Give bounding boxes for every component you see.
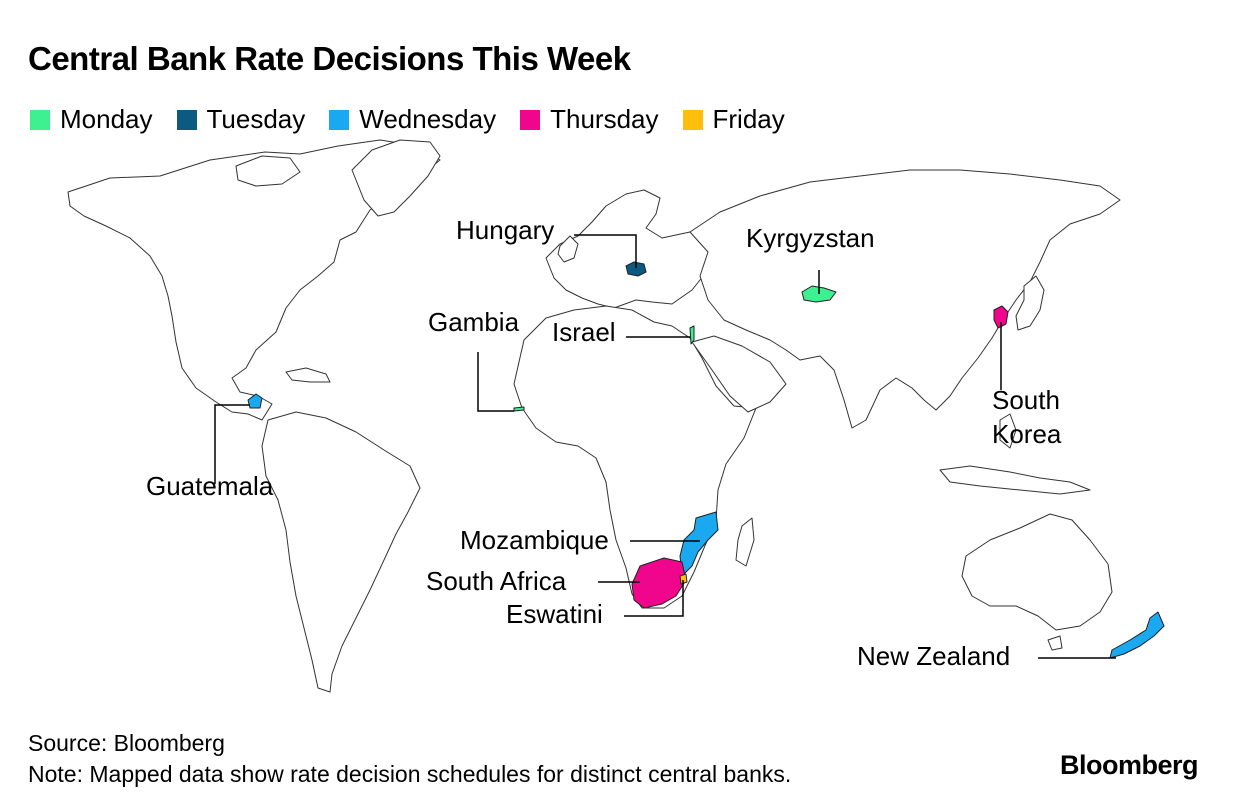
note-text: Note: Mapped data show rate decision sch… (28, 761, 792, 787)
legend-label-thursday: Thursday (550, 104, 659, 134)
legend-swatch-thursday (520, 109, 541, 130)
label-south-korea-line2: Korea (992, 419, 1062, 449)
japan-landmass (1015, 275, 1045, 331)
leader-line-hungary (574, 234, 637, 268)
label-south-korea-line1: South (992, 385, 1060, 415)
country-gambia (513, 406, 525, 412)
legend-label-tuesday: Tuesday (206, 104, 306, 134)
label-guatemala: Guatemala (146, 471, 274, 501)
legend-item-friday: Friday (682, 104, 785, 135)
legend-swatch-friday (682, 109, 703, 130)
country-hungary (625, 261, 647, 277)
country-eswatini (679, 573, 688, 585)
legend-item-wednesday: Wednesday (329, 104, 496, 135)
leader-line-gambia (477, 352, 514, 412)
asia-landmass (689, 169, 1121, 429)
caribbean-islands (285, 367, 331, 383)
source-text: Source: Bloomberg (28, 730, 225, 756)
uk-landmass (557, 235, 579, 263)
chart-title: Central Bank Rate Decisions This Week (28, 40, 631, 77)
legend: Monday Tuesday Wednesday Thursday Friday (30, 104, 809, 135)
legend-item-tuesday: Tuesday (176, 104, 306, 135)
country-south-africa (631, 557, 687, 609)
label-kyrgyzstan: Kyrgyzstan (746, 223, 875, 253)
label-new-zealand: New Zealand (857, 641, 1011, 671)
tasmania-landmass (1047, 635, 1063, 651)
philippines-islands (999, 413, 1017, 449)
country-israel (689, 325, 695, 345)
country-south-korea (993, 305, 1009, 329)
south-america-landmass (261, 411, 421, 693)
country-guatemala (247, 393, 263, 409)
legend-swatch-monday (30, 109, 50, 130)
footer: Source: Bloomberg Note: Mapped data show… (28, 728, 791, 790)
label-israel: Israel (552, 317, 616, 347)
legend-label-monday: Monday (60, 104, 153, 134)
legend-item-thursday: Thursday (520, 104, 659, 135)
leader-line-eswatini (624, 580, 684, 617)
label-hungary: Hungary (456, 215, 555, 245)
north-america-landmass (67, 139, 441, 421)
australia-landmass (961, 513, 1113, 631)
madagascar-landmass (735, 517, 755, 567)
label-gambia: Gambia (428, 307, 520, 337)
greenland-landmass (351, 139, 441, 217)
country-new-zealand (1109, 611, 1165, 659)
label-mozambique: Mozambique (460, 525, 609, 555)
leader-line-guatemala (214, 404, 250, 484)
legend-swatch-wednesday (329, 109, 350, 130)
bloomberg-logo: Bloomberg (1059, 750, 1199, 780)
arabian-peninsula-landmass (691, 335, 787, 413)
legend-item-monday: Monday (30, 104, 153, 135)
arctic-islands (235, 155, 301, 187)
label-eswatini: Eswatini (506, 599, 603, 629)
legend-label-friday: Friday (712, 104, 785, 134)
label-south-africa: South Africa (426, 566, 567, 596)
legend-swatch-tuesday (176, 109, 197, 130)
legend-label-wednesday: Wednesday (359, 104, 497, 134)
country-mozambique (679, 511, 719, 577)
indonesia-islands (939, 465, 1091, 495)
